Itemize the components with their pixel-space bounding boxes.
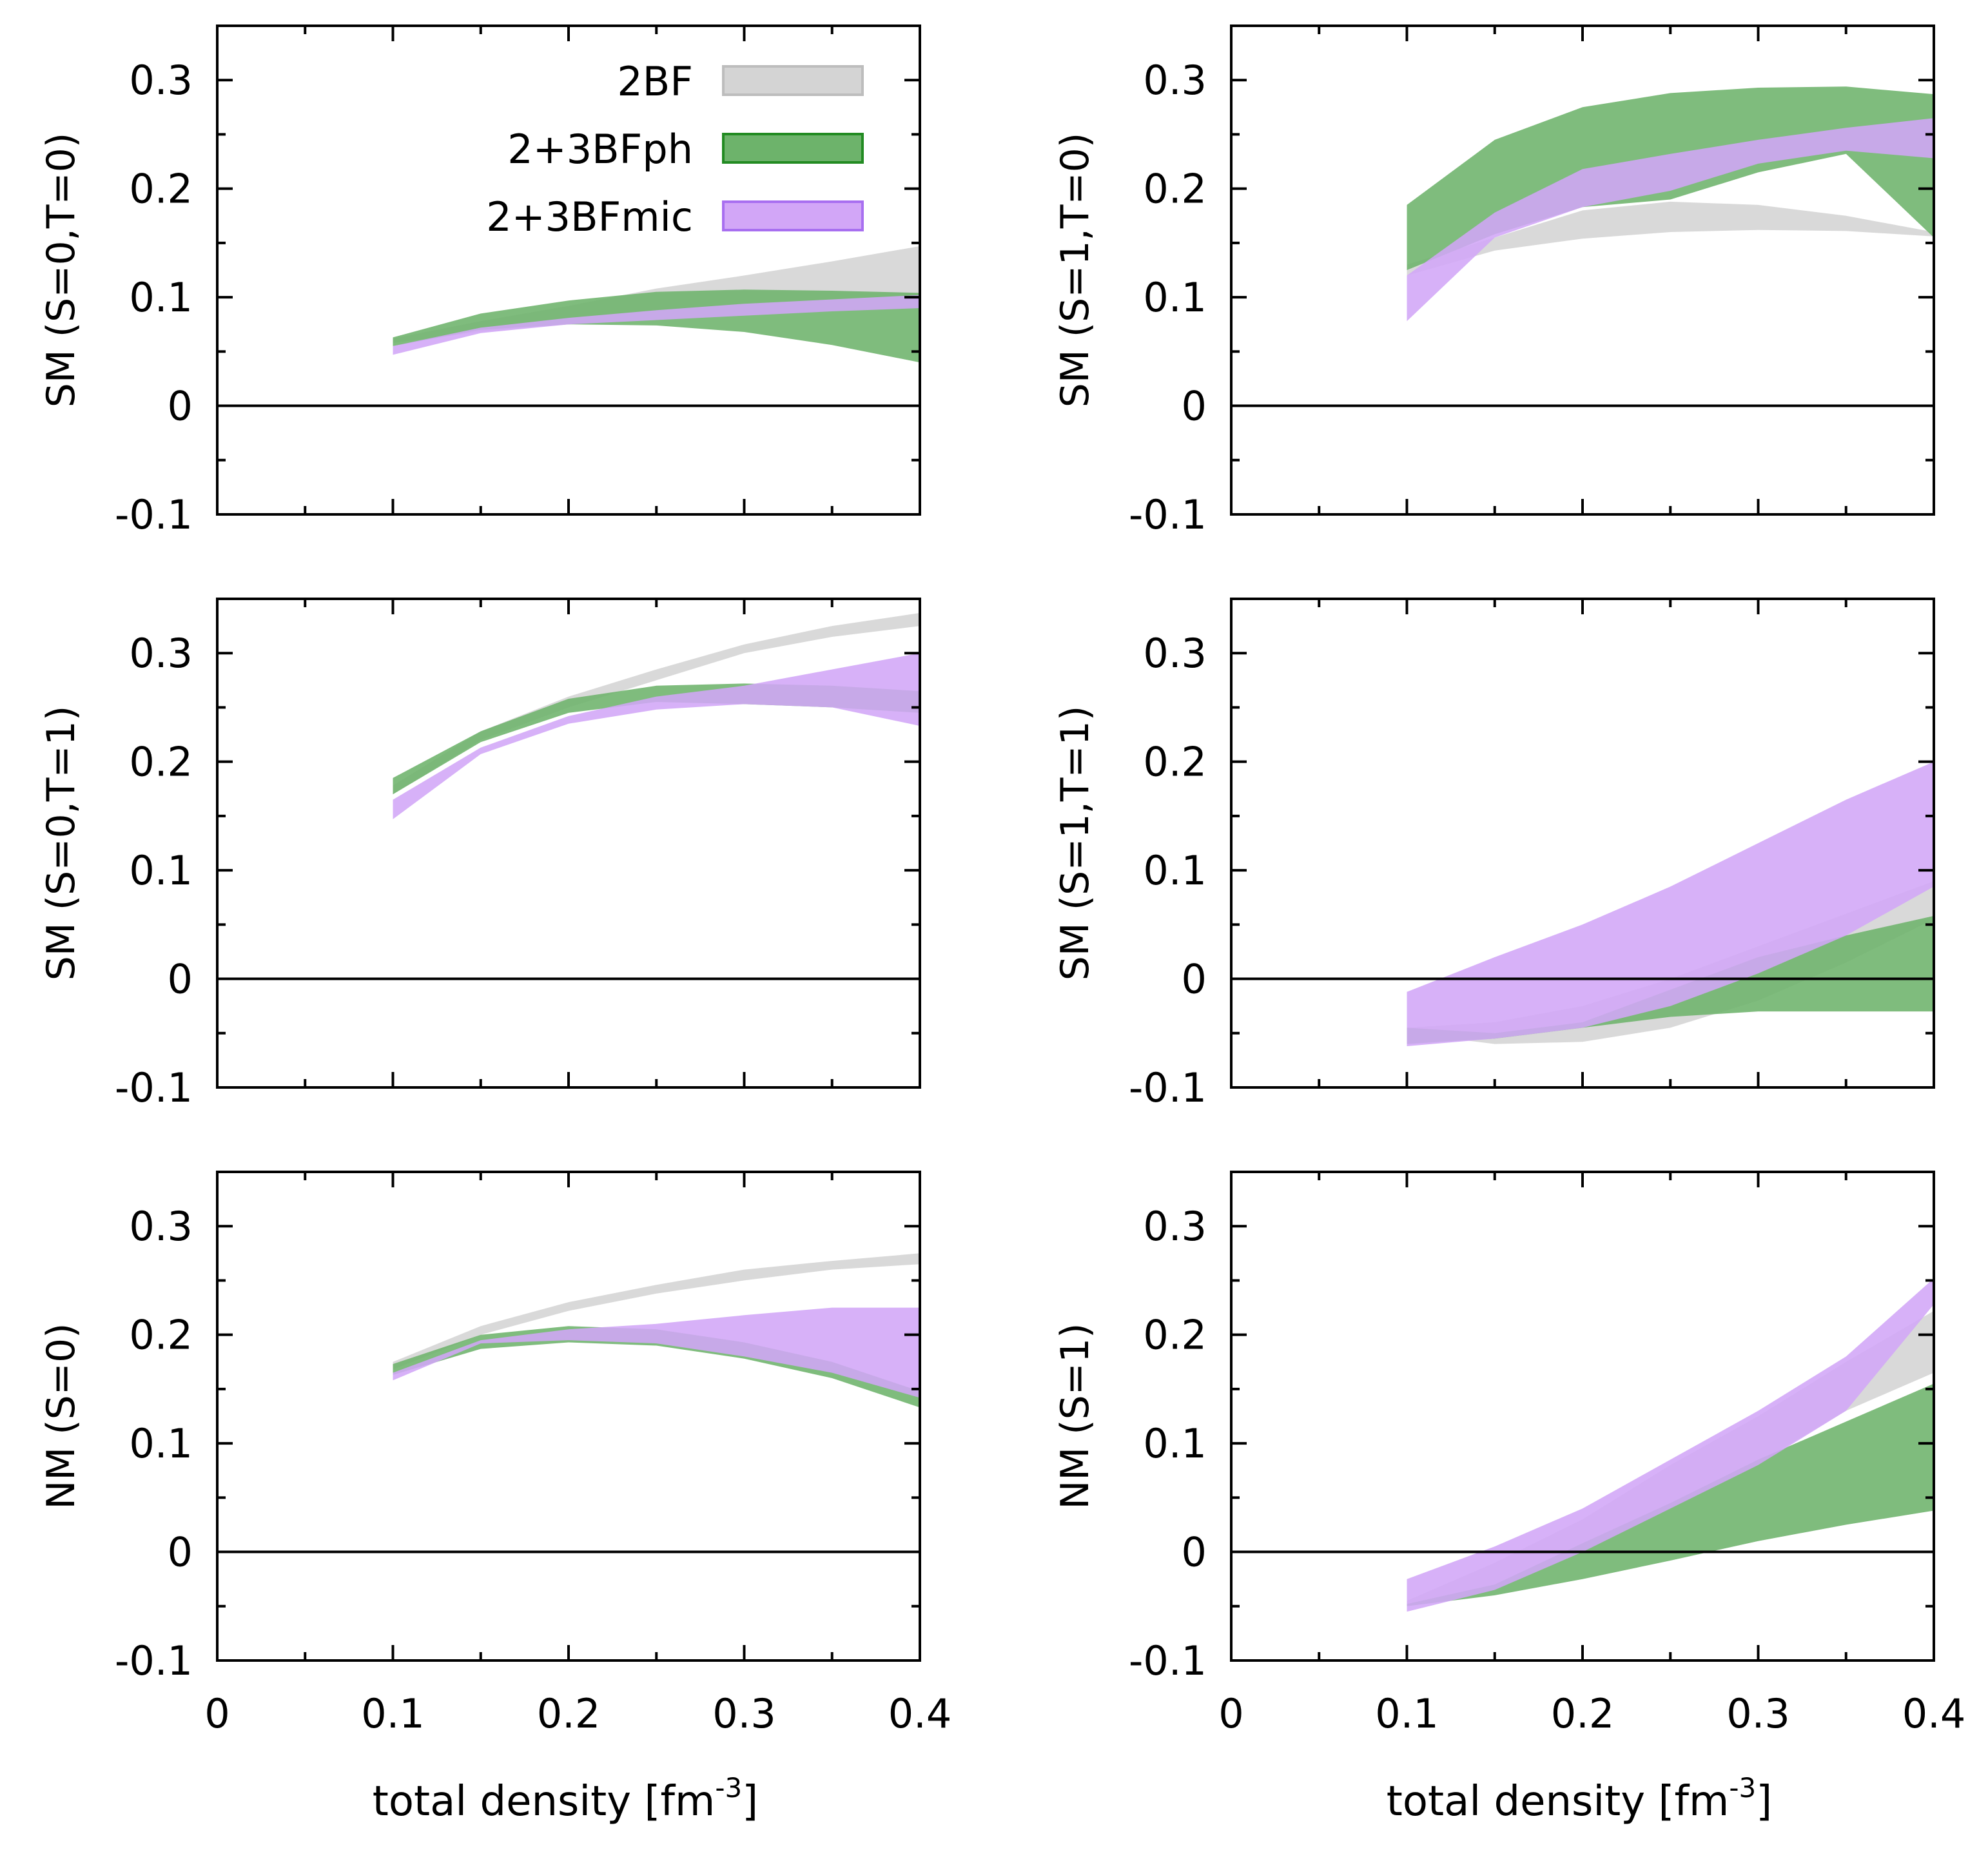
y-tick-label: 0 bbox=[1182, 956, 1207, 1003]
legend: 2BF 2+3BFph 2+3BFmic bbox=[486, 58, 864, 240]
y-axis-label: NM (S=1) bbox=[1053, 1323, 1098, 1509]
y-tick-label: 0.2 bbox=[129, 166, 193, 213]
ticks bbox=[216, 1171, 921, 1662]
x-axis-label-text: total density [fm bbox=[1387, 1778, 1730, 1826]
y-axis-label: SM (S=1,T=1) bbox=[1053, 706, 1098, 980]
band-2-3bfmic bbox=[1407, 118, 1934, 322]
plot-frame bbox=[1230, 24, 1935, 516]
y-tick-label: 0.3 bbox=[129, 630, 193, 677]
plot-frame bbox=[1230, 1171, 1935, 1662]
y-tick-label: -0.1 bbox=[115, 1637, 193, 1684]
x-tick-label: 0.1 bbox=[361, 1690, 425, 1737]
y-tick-label: 0 bbox=[168, 956, 193, 1003]
x-tick-label: 0.3 bbox=[1726, 1690, 1790, 1737]
x-tick-label: 0.2 bbox=[537, 1690, 601, 1737]
y-tick-label: 0.2 bbox=[1143, 739, 1207, 786]
band-2bf bbox=[393, 612, 920, 795]
y-axis-label: SM (S=0,T=1) bbox=[39, 706, 84, 980]
x-tick-label: 0.1 bbox=[1375, 1690, 1439, 1737]
bands bbox=[1407, 86, 1934, 322]
y-tick-label: 0 bbox=[1182, 383, 1207, 430]
y-tick-label: -0.1 bbox=[115, 1064, 193, 1111]
x-tick-label: 0.4 bbox=[1902, 1690, 1966, 1737]
legend-label-2-3bfph: 2+3BFph bbox=[507, 126, 693, 173]
y-tick-label: -0.1 bbox=[1129, 491, 1207, 538]
bands bbox=[1407, 1278, 1934, 1612]
band-2-3bfmic bbox=[393, 653, 920, 819]
y-tick-label: 0.3 bbox=[1143, 630, 1207, 677]
plot-frame bbox=[216, 24, 921, 516]
y-tick-label: 0.1 bbox=[129, 1420, 193, 1467]
band-2-3bfmic bbox=[393, 1307, 920, 1398]
x-tick-label: 0.2 bbox=[1551, 1690, 1615, 1737]
panel-bottom-right: -0.100.10.20.30 0.1 0.2 0.3 0.4NM (S=1) bbox=[1053, 1171, 1966, 1737]
bands bbox=[393, 612, 920, 819]
y-tick-label: 0.3 bbox=[129, 1203, 193, 1250]
x-axis-label-superscript: -3 bbox=[1729, 1772, 1756, 1804]
band-2-3bfmic bbox=[1407, 1278, 1934, 1612]
band-2-3bfph bbox=[1407, 1383, 1934, 1606]
y-tick-label: 0.1 bbox=[129, 847, 193, 894]
y-tick-label: 0 bbox=[1182, 1529, 1207, 1576]
y-tick-label: 0 bbox=[168, 1529, 193, 1576]
legend-swatch-2-3bfmic bbox=[722, 200, 864, 231]
y-tick-label: 0.3 bbox=[1143, 1203, 1207, 1250]
x-tick-label: 0 bbox=[1218, 1690, 1243, 1737]
y-tick-label: 0.2 bbox=[129, 1312, 193, 1359]
plot-frame bbox=[216, 1171, 921, 1662]
legend-label-2bf: 2BF bbox=[617, 58, 693, 105]
x-tick-label: 0 bbox=[204, 1690, 229, 1737]
x-axis-label-superscript: -3 bbox=[715, 1772, 742, 1804]
y-tick-label: 0.2 bbox=[1143, 1312, 1207, 1359]
y-axis-label: SM (S=0,T=0) bbox=[39, 133, 84, 407]
legend-item-2bf: 2BF bbox=[617, 58, 864, 105]
y-tick-label: 0.2 bbox=[129, 739, 193, 786]
legend-label-2-3bfmic: 2+3BFmic bbox=[486, 193, 693, 240]
legend-item-2-3bfmic: 2+3BFmic bbox=[486, 193, 864, 240]
y-tick-label: 0.1 bbox=[129, 274, 193, 321]
y-tick-label: 0.3 bbox=[1143, 57, 1207, 104]
band-2-3bfmic bbox=[1407, 761, 1934, 1046]
bands bbox=[1407, 761, 1934, 1046]
legend-item-2-3bfph: 2+3BFph bbox=[507, 126, 864, 173]
y-tick-label: -0.1 bbox=[1129, 1637, 1207, 1684]
panel-top-left: -0.1 0 0.1 0.2 0.3 SM (S=0,T=0) bbox=[39, 24, 921, 538]
band-2bf bbox=[393, 1253, 920, 1370]
x-axis-label-right: total density [fm-3] bbox=[1387, 1772, 1772, 1826]
y-tick-label: -0.1 bbox=[115, 491, 193, 538]
band-2bf bbox=[1407, 201, 1934, 276]
panel-bottom-left: -0.100.10.20.30 0.1 0.2 0.3 0.4NM (S=0) bbox=[39, 1171, 952, 1737]
panels: -0.100.10.20.3SM (S=0,T=0)-0.100.10.20.3… bbox=[39, 24, 1966, 1737]
ticks bbox=[216, 598, 921, 1089]
bands bbox=[393, 1253, 920, 1408]
y-tick-label: 0.1 bbox=[1143, 847, 1207, 894]
x-axis-label-bracket: ] bbox=[1756, 1778, 1772, 1826]
legend-swatch-2-3bfph bbox=[722, 133, 864, 164]
y-tick-label: 0.2 bbox=[1143, 166, 1207, 213]
legend-swatch-2bf bbox=[722, 65, 864, 96]
x-tick-label: 0.3 bbox=[712, 1690, 776, 1737]
plot-frame bbox=[1230, 598, 1935, 1089]
x-axis-label-text: total density [fm bbox=[373, 1778, 716, 1826]
band-2-3bfmic bbox=[393, 295, 920, 355]
panel-middle-left: -0.1 0 0.1 0.2 0.3 SM (S=0,T=1) bbox=[39, 598, 921, 1111]
y-tick-label: 0 bbox=[168, 383, 193, 430]
y-tick-label: 0.1 bbox=[1143, 1420, 1207, 1467]
y-axis-label: SM (S=1,T=0) bbox=[1053, 133, 1098, 407]
y-tick-label: -0.1 bbox=[1129, 1064, 1207, 1111]
y-axis-label: NM (S=0) bbox=[39, 1323, 84, 1509]
panel-middle-right: -0.1 0 0.1 0.2 0.3 SM (S=1,T=1) bbox=[1053, 598, 1935, 1111]
bands bbox=[393, 246, 920, 363]
x-axis-label-left: total density [fm-3] bbox=[373, 1772, 758, 1826]
y-tick-label: 0.1 bbox=[1143, 274, 1207, 321]
panel-top-right: -0.1 0 0.1 0.2 0.3 SM (S=1,T=0) bbox=[1053, 24, 1935, 538]
plot-frame bbox=[216, 598, 921, 1089]
x-tick-label: 0.4 bbox=[888, 1690, 952, 1737]
x-axis-label-bracket: ] bbox=[742, 1778, 758, 1826]
y-tick-label: 0.3 bbox=[129, 57, 193, 104]
